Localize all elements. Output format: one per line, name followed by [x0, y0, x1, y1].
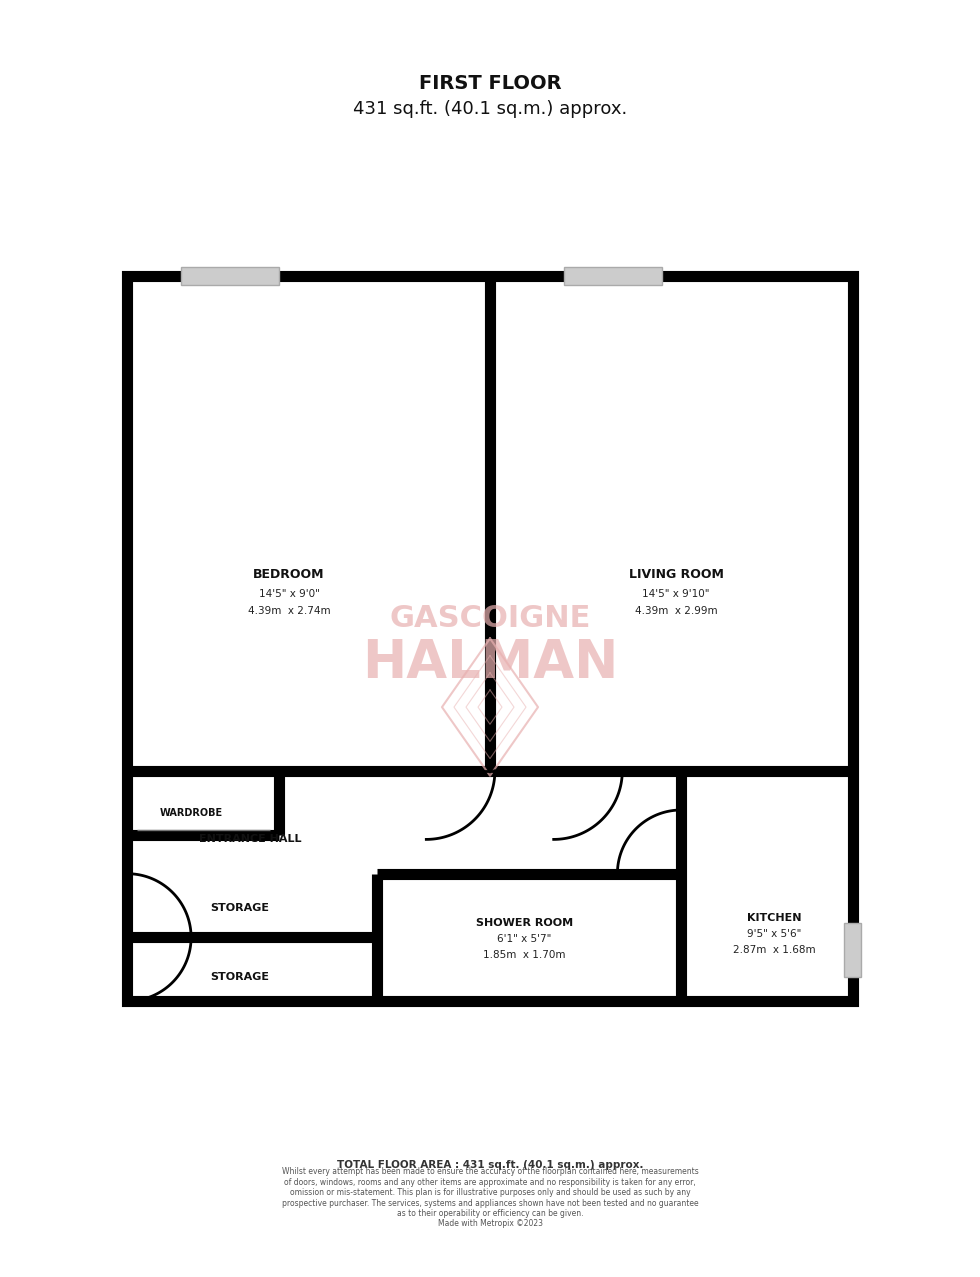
Text: 14'5" x 9'10": 14'5" x 9'10" [643, 590, 710, 599]
Bar [127, 276, 853, 1001]
Text: KITCHEN: KITCHEN [747, 913, 802, 923]
Bar [564, 267, 662, 285]
Text: LIVING ROOM: LIVING ROOM [629, 568, 723, 581]
Bar [181, 267, 279, 285]
Text: GASCOIGNE: GASCOIGNE [389, 604, 591, 633]
Text: TOTAL FLOOR AREA : 431 sq.ft. (40.1 sq.m.) approx.: TOTAL FLOOR AREA : 431 sq.ft. (40.1 sq.m… [337, 1160, 643, 1170]
Text: 9'5" x 5'6": 9'5" x 5'6" [747, 930, 802, 940]
Text: 431 sq.ft. (40.1 sq.m.) approx.: 431 sq.ft. (40.1 sq.m.) approx. [353, 100, 627, 117]
Bar [844, 923, 861, 977]
Text: 2.87m  x 1.68m: 2.87m x 1.68m [733, 945, 815, 955]
Text: 6'1" x 5'7": 6'1" x 5'7" [497, 935, 552, 945]
Text: 14'5" x 9'0": 14'5" x 9'0" [259, 590, 319, 599]
Text: 4.39m  x 2.74m: 4.39m x 2.74m [248, 607, 330, 616]
Text: BEDROOM: BEDROOM [254, 568, 324, 581]
Text: HALMAN: HALMAN [362, 637, 618, 690]
Text: ENTRANCE HALL: ENTRANCE HALL [199, 834, 301, 844]
Text: WARDROBE: WARDROBE [160, 808, 222, 819]
Text: FIRST FLOOR: FIRST FLOOR [418, 74, 562, 92]
Text: STORAGE: STORAGE [211, 903, 270, 913]
Text: STORAGE: STORAGE [211, 972, 270, 982]
Text: Whilst every attempt has been made to ensure the accuracy of the floorplan conta: Whilst every attempt has been made to en… [281, 1167, 699, 1228]
Text: 1.85m  x 1.70m: 1.85m x 1.70m [483, 950, 565, 960]
Text: 4.39m  x 2.99m: 4.39m x 2.99m [635, 607, 717, 616]
Text: SHOWER ROOM: SHOWER ROOM [475, 918, 573, 927]
